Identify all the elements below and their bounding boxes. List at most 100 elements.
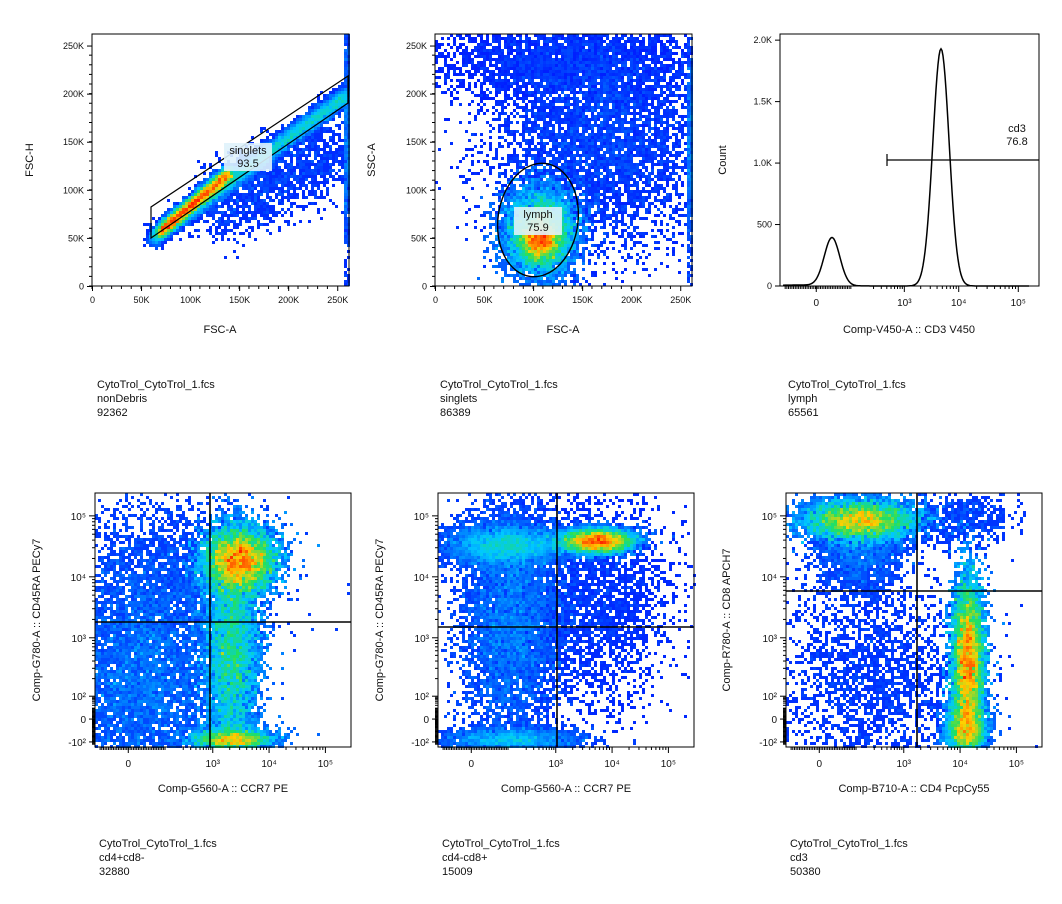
x-tick-label: 250K <box>670 295 691 305</box>
y-tick-label: 10⁴ <box>762 573 777 584</box>
y-tick-label: 10⁵ <box>762 512 777 523</box>
gate-name: lymph <box>523 209 552 221</box>
caption-file: CytoTrol_CytoTrol_1.fcs <box>790 838 908 850</box>
plot-frame <box>91 33 350 287</box>
gate-singlets-polygon <box>150 74 349 240</box>
quadrant-name: CCR7-CD45RA+ <box>0 0 42 3</box>
y-tick-label: 0 <box>79 282 84 292</box>
y-tick-label: 100K <box>406 185 427 195</box>
x-tick-label: 150K <box>229 295 250 305</box>
y-tick-label: 2.0K <box>753 35 772 45</box>
quadrant-percent: 3.86 <box>0 0 11 3</box>
x-tick-label: 10⁵ <box>318 759 333 770</box>
x-axis-label: FSC-A <box>204 324 238 336</box>
x-tick-label: 50K <box>134 295 150 305</box>
quadrant-percent: 32.8 <box>0 0 11 3</box>
x-axis-label: FSC-A <box>547 324 581 336</box>
y-tick-label: 10⁵ <box>414 512 429 523</box>
caption-file: CytoTrol_CytoTrol_1.fcs <box>788 379 906 391</box>
y-axis-label: Comp-G780-A :: CD45RA PECy7 <box>31 539 43 702</box>
x-axis-label: Comp-V450-A :: CD3 V450 <box>843 324 975 336</box>
y-tick-label: 0 <box>422 282 427 292</box>
y-tick-label: 250K <box>63 41 84 51</box>
x-tick-label: 10⁴ <box>951 298 966 309</box>
x-tick-label: 0 <box>468 759 474 770</box>
caption-p2: CytoTrol_CytoTrol_1.fcs singlets 86389 <box>440 378 558 420</box>
quadrant-name: CCR7+CD45RA+ <box>0 0 43 3</box>
quadrant-percent: 5.22 <box>0 0 11 3</box>
histogram-curve <box>783 47 1029 287</box>
y-tick-label: 10⁴ <box>71 573 86 584</box>
quadrant-name: cd4-cd8+ <box>0 0 23 3</box>
caption-count: 92362 <box>97 407 128 419</box>
caption-file: CytoTrol_CytoTrol_1.fcs <box>440 379 558 391</box>
y-tick-label: 0 <box>80 715 86 726</box>
y-tick-label: 150K <box>63 137 84 147</box>
x-tick-label: 10⁵ <box>661 759 676 770</box>
y-tick-label: 10² <box>415 692 430 703</box>
x-tick-label: 250K <box>327 295 348 305</box>
plot-frame <box>94 492 352 748</box>
y-tick-label: 10³ <box>763 634 778 645</box>
y-tick-label: 10² <box>763 692 778 703</box>
x-tick-label: 0 <box>813 298 819 309</box>
quadrant-percent: 33.4 <box>0 0 11 3</box>
y-tick-label: 1.5K <box>753 97 772 107</box>
y-tick-label: 200K <box>63 89 84 99</box>
quadrant-percent: 29.8 <box>0 0 11 3</box>
x-tick-label: 10⁴ <box>952 759 967 770</box>
gate-label-bg <box>514 207 562 235</box>
caption-population: cd4+cd8- <box>99 852 145 864</box>
quadrant-percent: 28.9 <box>0 0 11 3</box>
quadrant-percent: 19.5 <box>0 0 11 3</box>
x-tick-label: 200K <box>278 295 299 305</box>
x-tick-label: 10³ <box>549 759 564 770</box>
quadrant-name: CCR7+CD45RA+ <box>0 0 43 3</box>
x-tick-label: 50K <box>477 295 493 305</box>
caption-count: 15009 <box>442 866 473 878</box>
quadrant-name: CCR7+CD45RA- <box>0 0 42 3</box>
caption-count: 65561 <box>788 407 819 419</box>
y-tick-label: 50K <box>411 233 427 243</box>
y-tick-label: 0 <box>771 715 777 726</box>
quadrant-percent: 6.18 <box>0 0 11 3</box>
caption-population: singlets <box>440 393 478 405</box>
caption-p1: CytoTrol_CytoTrol_1.fcs nonDebris 92362 <box>97 378 215 420</box>
y-axis-label: Count <box>717 145 729 174</box>
x-tick-label: 100K <box>523 295 544 305</box>
y-tick-label: -10² <box>411 738 429 749</box>
quadrant-percent: 32.4 <box>0 0 11 3</box>
quadrant-percent: 65.3 <box>0 0 11 3</box>
y-axis-label: SSC-A <box>366 143 378 177</box>
x-axis-label: Comp-G560-A :: CCR7 PE <box>158 783 288 795</box>
caption-file: CytoTrol_CytoTrol_1.fcs <box>97 379 215 391</box>
gate-percent: 93.5 <box>237 158 258 170</box>
x-tick-label: 0 <box>125 759 131 770</box>
y-tick-label: 0 <box>767 281 772 291</box>
quadrant-name: CCR7-CD45RA- <box>0 0 41 3</box>
x-tick-label: 10³ <box>206 759 221 770</box>
caption-p6: CytoTrol_CytoTrol_1.fcs cd3 50380 <box>790 837 908 879</box>
gate-name: singlets <box>229 145 267 157</box>
x-tick-label: 100K <box>180 295 201 305</box>
y-tick-label: 10² <box>72 692 87 703</box>
x-tick-label: 10⁴ <box>261 759 276 770</box>
y-tick-label: 0 <box>423 715 429 726</box>
y-tick-label: 50K <box>68 233 84 243</box>
x-tick-label: 10⁵ <box>1011 298 1026 309</box>
caption-population: nonDebris <box>97 393 148 405</box>
caption-p3: CytoTrol_CytoTrol_1.fcs lymph 65561 <box>788 378 906 420</box>
caption-p4: CytoTrol_CytoTrol_1.fcs cd4+cd8- 32880 <box>99 837 217 879</box>
x-tick-label: 0 <box>433 295 438 305</box>
gate-percent: 76.8 <box>1006 136 1027 148</box>
quadrant-name: CCR7-CD45RA+ <box>0 0 42 3</box>
x-axis-label: Comp-B710-A :: CD4 PcpCy55 <box>838 783 989 795</box>
caption-population: cd4-cd8+ <box>442 852 488 864</box>
x-tick-label: 10⁵ <box>1009 759 1024 770</box>
caption-file: CytoTrol_CytoTrol_1.fcs <box>99 838 217 850</box>
quadrant-percent: 41.6 <box>0 0 11 3</box>
plot-frame <box>437 492 695 748</box>
